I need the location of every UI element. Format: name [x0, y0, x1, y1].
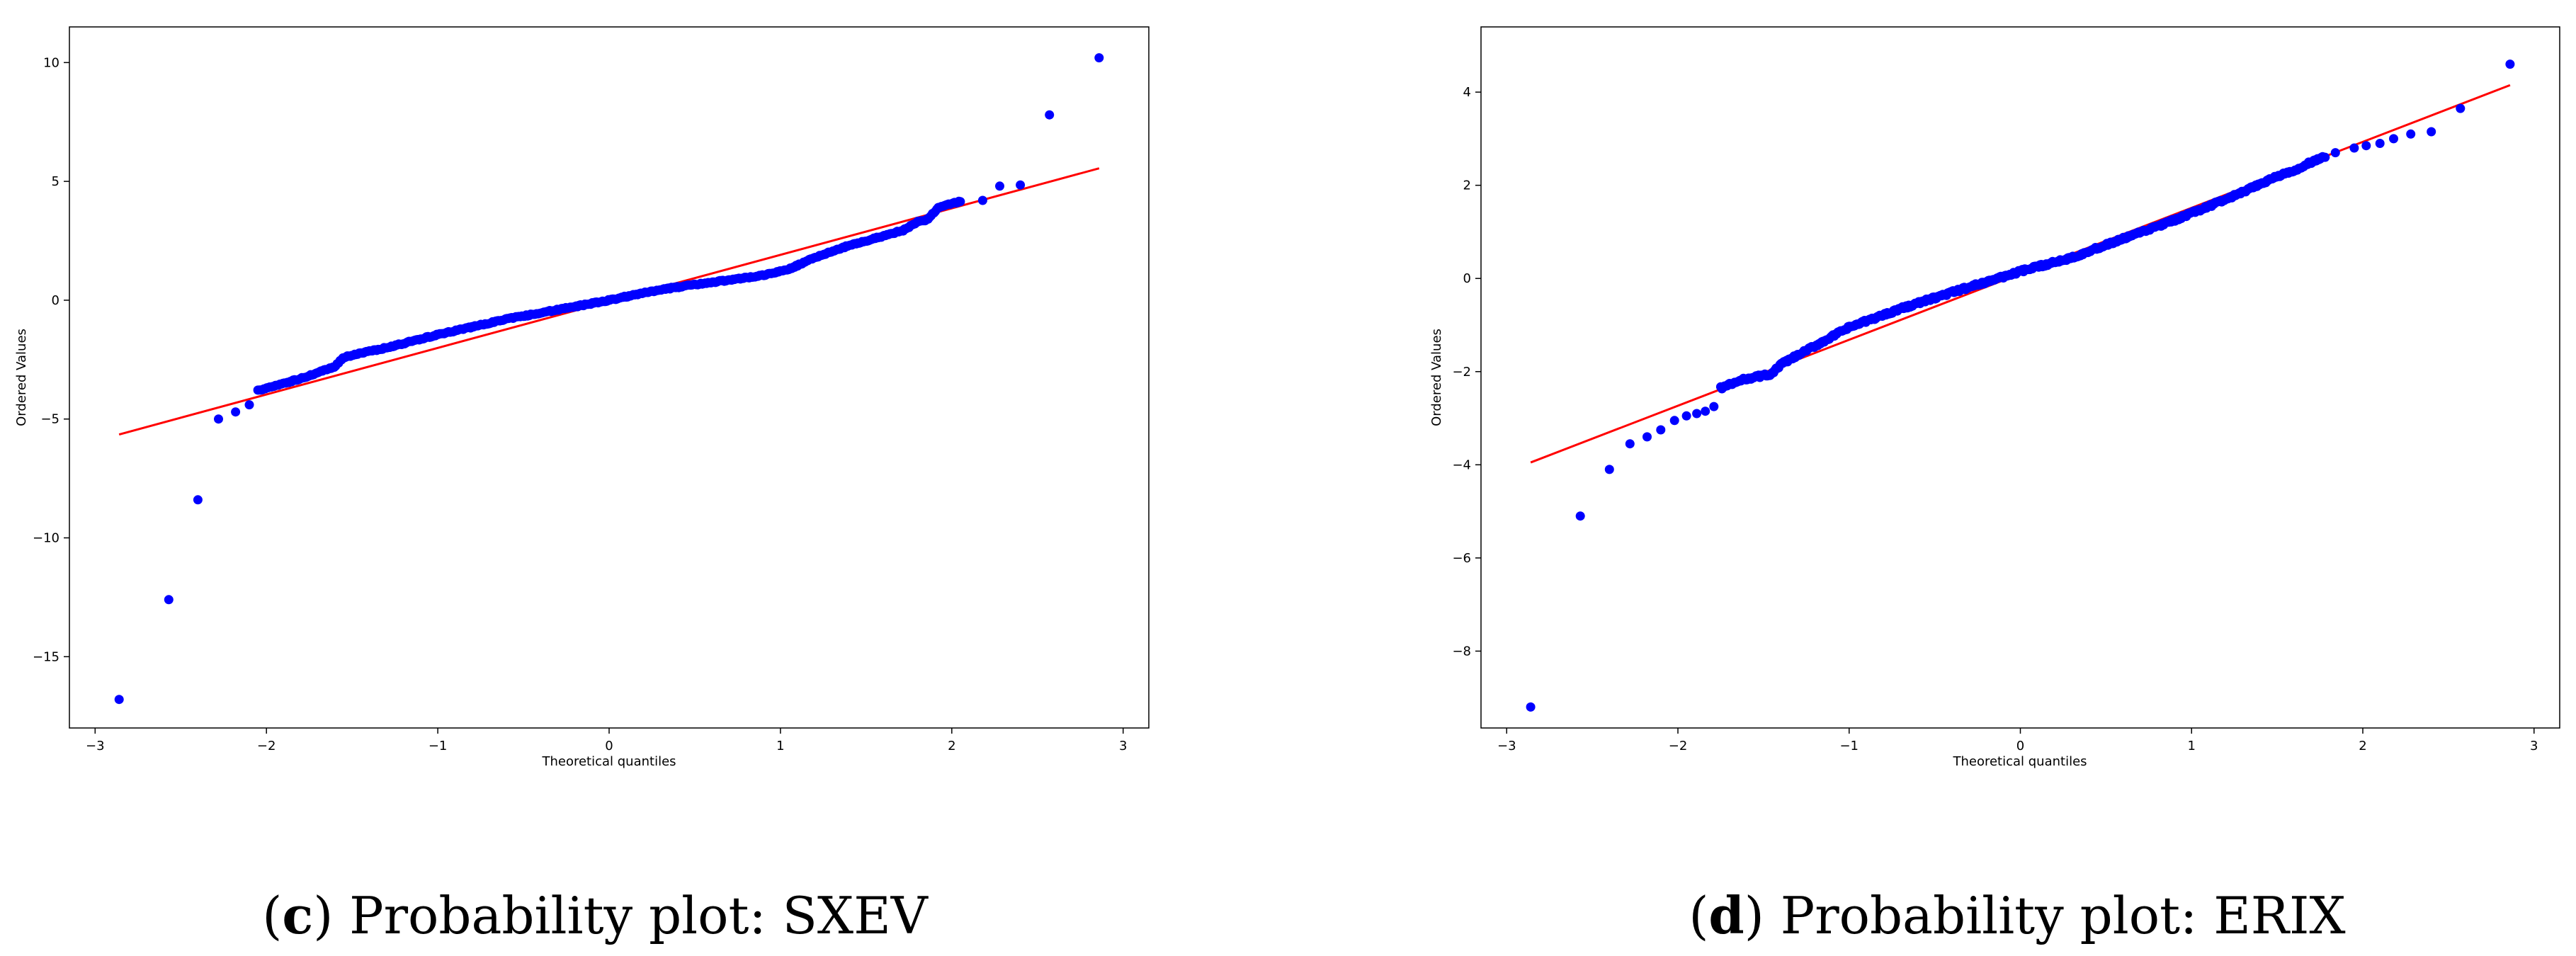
y-axis-label-d: Ordered Values	[1429, 329, 1444, 426]
data-point-d	[1642, 432, 1652, 442]
y-axis-label-c: Ordered Values	[14, 329, 29, 426]
y-tick-label-c: 10	[43, 55, 59, 70]
x-tick-label-d: 0	[2016, 739, 2024, 753]
data-point-c	[244, 400, 254, 410]
data-points-d	[1526, 59, 2515, 712]
data-point-c	[977, 195, 987, 205]
data-point-d	[1526, 702, 1536, 712]
data-point-d	[1656, 425, 1666, 435]
x-tick-label-d: −3	[1497, 739, 1516, 753]
data-point-c	[955, 197, 965, 207]
x-axis-label-d: Theoretical quantiles	[1952, 754, 2087, 769]
data-point-c	[1094, 53, 1104, 63]
y-tick-label-d: −4	[1452, 457, 1471, 472]
x-tick-label-d: −2	[1669, 739, 1688, 753]
y-tick-label-d: −8	[1452, 644, 1471, 659]
x-tick-label-d: 3	[2530, 739, 2538, 753]
y-tick-label-d: 2	[1463, 178, 1471, 193]
x-tick-label-c: 3	[1119, 739, 1127, 753]
data-point-d	[1604, 465, 1614, 474]
x-tick-label-d: 2	[2359, 739, 2366, 753]
y-tick-label-c: −15	[33, 649, 59, 664]
y-tick-label-c: 5	[52, 174, 59, 189]
x-tick-group-c: −3 −2 −1 0 1 2 3	[86, 728, 1127, 753]
y-tick-label-c: −10	[33, 531, 59, 546]
plot-area-d: −3 −2 −1 0 1 2 3 −8 −6 −4 −2 0 2 4	[1452, 26, 2560, 753]
plot-frame-c	[69, 26, 1150, 729]
data-point-d	[2456, 103, 2466, 113]
x-tick-label-c: 1	[776, 739, 784, 753]
y-tick-label-c: 0	[52, 293, 59, 308]
caption-label-d: d	[1708, 885, 1744, 945]
x-tick-label-c: −3	[86, 739, 105, 753]
x-tick-label-c: 2	[948, 739, 955, 753]
caption-label-c: c	[282, 885, 313, 945]
x-tick-label-c: −2	[257, 739, 276, 753]
data-point-d	[2406, 129, 2416, 139]
x-tick-label-d: −1	[1839, 739, 1859, 753]
x-tick-group-d: −3 −2 −1 0 1 2 3	[1497, 728, 2538, 753]
panel-d: −3 −2 −1 0 1 2 3 −8 −6 −4 −2 0 2 4 Theoretical quant…	[1429, 26, 2560, 945]
data-point-c	[1016, 180, 1026, 190]
data-point-d	[1681, 411, 1691, 421]
y-tick-label-d: 4	[1463, 85, 1471, 100]
data-point-d	[2320, 152, 2330, 162]
data-point-d	[1709, 402, 1719, 411]
caption-title-c: Probability plot: SXEV	[349, 886, 929, 945]
y-tick-label-d: −6	[1452, 551, 1471, 566]
data-point-d	[2349, 143, 2359, 153]
data-point-c	[995, 181, 1004, 191]
data-point-c	[231, 407, 241, 417]
caption-d: (d) Probability plot: ERIX	[1689, 885, 2345, 945]
data-point-d	[1692, 409, 1702, 419]
data-point-d	[1575, 511, 1585, 521]
y-tick-label-d: 0	[1463, 271, 1471, 286]
data-point-c	[214, 414, 223, 424]
x-tick-label-c: −1	[429, 739, 448, 753]
data-point-c	[164, 595, 174, 605]
x-tick-label-d: 1	[2188, 739, 2196, 753]
data-point-d	[2375, 139, 2385, 148]
data-point-d	[2427, 127, 2436, 137]
caption-c: (c) Probability plot: SXEV	[262, 885, 929, 945]
data-point-d	[1701, 406, 1710, 416]
y-tick-label-c: −5	[40, 412, 59, 427]
x-axis-label-c: Theoretical quantiles	[541, 754, 676, 769]
data-point-d	[2330, 148, 2340, 158]
x-tick-label-c: 0	[605, 739, 613, 753]
data-points-c	[114, 53, 1104, 705]
data-point-d	[2361, 141, 2371, 151]
caption-title-d: Probability plot: ERIX	[1781, 886, 2346, 945]
plot-frame-d	[1480, 26, 2560, 729]
data-point-c	[114, 695, 124, 705]
y-tick-group-d: −8 −6 −4 −2 0 2 4	[1452, 85, 1481, 659]
data-point-d	[1669, 416, 1679, 426]
data-point-d	[1625, 439, 1635, 449]
data-point-d	[2505, 59, 2515, 69]
data-point-d	[2389, 134, 2398, 144]
y-tick-label-d: −2	[1452, 365, 1471, 380]
data-point-c	[193, 495, 203, 505]
y-tick-group-c: −15 −10 −5 0 5 10	[33, 55, 69, 664]
data-point-c	[1045, 110, 1055, 120]
